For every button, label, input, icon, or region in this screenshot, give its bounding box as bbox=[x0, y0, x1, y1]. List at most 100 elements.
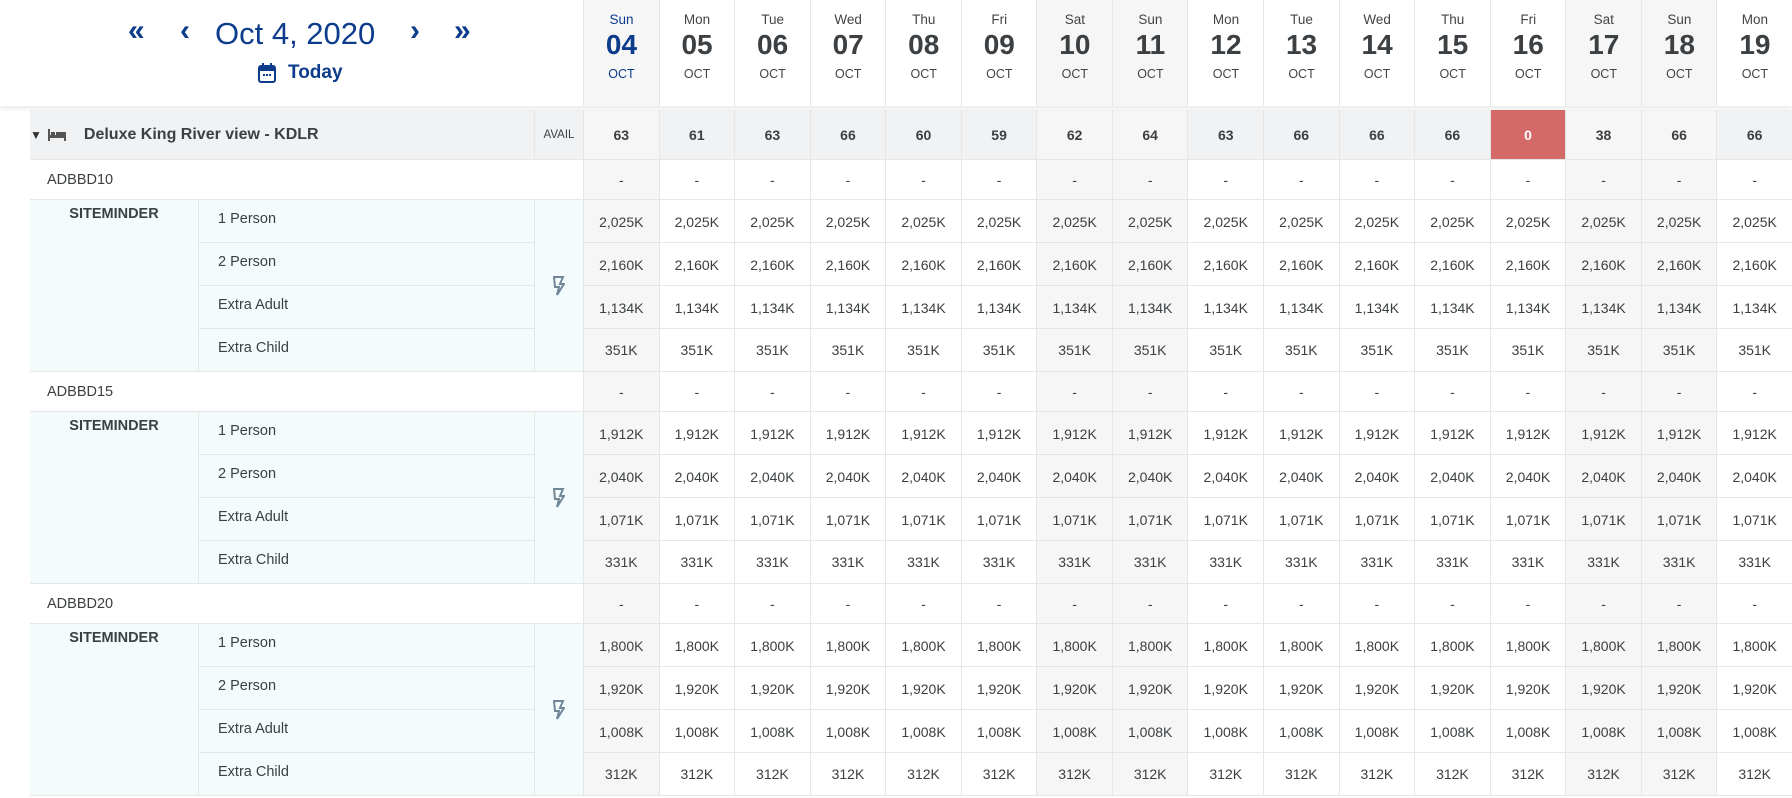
rate-plan-cell[interactable]: - bbox=[1414, 584, 1490, 623]
rate-cell[interactable]: 1,071K bbox=[734, 498, 810, 541]
rate-cell[interactable]: 1,912K bbox=[1338, 412, 1415, 455]
availability-cell[interactable]: 59 bbox=[960, 110, 1037, 159]
rate-cell[interactable]: 351K bbox=[1187, 329, 1264, 371]
rate-cell[interactable]: 312K bbox=[885, 753, 961, 795]
rate-cell[interactable]: 312K bbox=[1716, 753, 1792, 795]
rate-cell[interactable]: 351K bbox=[885, 329, 961, 371]
rate-cell[interactable]: 331K bbox=[1187, 541, 1264, 583]
rate-cell[interactable]: 1,071K bbox=[658, 498, 735, 541]
rate-plan-cell[interactable]: - bbox=[960, 584, 1037, 623]
rate-plan-cell[interactable]: - bbox=[1036, 160, 1112, 199]
availability-cell[interactable]: 63 bbox=[583, 110, 659, 159]
rate-plan-cell[interactable]: - bbox=[1489, 584, 1566, 623]
first-page-button[interactable]: « bbox=[128, 14, 145, 47]
rate-cell[interactable]: 331K bbox=[1338, 541, 1415, 583]
rate-cell[interactable]: 351K bbox=[1263, 329, 1339, 371]
date-header-13[interactable]: Tue 13 OCT bbox=[1263, 0, 1339, 106]
rate-cell[interactable]: 1,920K bbox=[1716, 667, 1792, 710]
rate-cell[interactable]: 1,920K bbox=[1338, 667, 1415, 710]
rate-cell[interactable]: 2,025K bbox=[1640, 200, 1717, 243]
rate-cell[interactable]: 2,040K bbox=[1565, 455, 1641, 498]
today-button[interactable]: Today bbox=[258, 62, 343, 84]
rate-cell[interactable]: 1,920K bbox=[658, 667, 735, 710]
date-header-17[interactable]: Sat 17 OCT bbox=[1565, 0, 1642, 106]
rate-cell[interactable]: 2,160K bbox=[1414, 243, 1490, 286]
rate-cell[interactable]: 1,912K bbox=[734, 412, 810, 455]
rate-cell[interactable]: 2,160K bbox=[1036, 243, 1112, 286]
availability-cell[interactable]: 62 bbox=[1036, 110, 1112, 159]
rate-cell[interactable]: 2,025K bbox=[960, 200, 1037, 243]
rate-cell[interactable]: 1,920K bbox=[734, 667, 810, 710]
room-type-toggle[interactable]: ▼ Deluxe King River view - KDLR bbox=[30, 110, 319, 160]
rate-cell[interactable]: 1,800K bbox=[1111, 624, 1188, 667]
rate-cell[interactable]: 2,160K bbox=[1338, 243, 1415, 286]
rate-cell[interactable]: 1,800K bbox=[1414, 624, 1490, 667]
rate-cell[interactable]: 2,040K bbox=[734, 455, 810, 498]
rate-plan-cell[interactable]: - bbox=[1716, 160, 1792, 199]
current-date[interactable]: Oct 4, 2020 bbox=[215, 16, 376, 51]
rate-cell[interactable]: 1,134K bbox=[1187, 286, 1264, 329]
rate-cell[interactable]: 1,912K bbox=[1263, 412, 1339, 455]
rate-cell[interactable]: 1,134K bbox=[658, 286, 735, 329]
rate-cell[interactable]: 312K bbox=[960, 753, 1037, 795]
rate-plan-cell[interactable]: - bbox=[1640, 372, 1717, 411]
rate-plan-cell[interactable]: - bbox=[1338, 372, 1415, 411]
rate-cell[interactable]: 1,071K bbox=[1263, 498, 1339, 541]
rate-cell[interactable]: 1,134K bbox=[1263, 286, 1339, 329]
rate-cell[interactable]: 1,008K bbox=[1111, 710, 1188, 753]
rate-cell[interactable]: 331K bbox=[734, 541, 810, 583]
rate-cell[interactable]: 331K bbox=[1489, 541, 1566, 583]
rate-cell[interactable]: 1,912K bbox=[658, 412, 735, 455]
date-header-08[interactable]: Thu 08 OCT bbox=[885, 0, 961, 106]
rate-cell[interactable]: 1,800K bbox=[1489, 624, 1566, 667]
rate-cell[interactable]: 2,040K bbox=[1338, 455, 1415, 498]
rate-plan-cell[interactable]: - bbox=[809, 160, 886, 199]
availability-cell[interactable]: 63 bbox=[1187, 110, 1263, 159]
rate-cell[interactable]: 1,912K bbox=[1565, 412, 1641, 455]
rate-plan-cell[interactable]: - bbox=[1111, 160, 1188, 199]
rate-cell[interactable]: 331K bbox=[885, 541, 961, 583]
rate-cell[interactable]: 2,160K bbox=[1111, 243, 1188, 286]
rate-cell[interactable]: 1,008K bbox=[809, 710, 886, 753]
rate-cell[interactable]: 1,800K bbox=[1565, 624, 1641, 667]
date-header-14[interactable]: Wed 14 OCT bbox=[1338, 0, 1415, 106]
date-header-05[interactable]: Mon 05 OCT bbox=[658, 0, 735, 106]
rate-cell[interactable]: 312K bbox=[1036, 753, 1112, 795]
rate-cell[interactable]: 1,134K bbox=[960, 286, 1037, 329]
rate-cell[interactable]: 1,800K bbox=[734, 624, 810, 667]
rate-cell[interactable]: 2,025K bbox=[658, 200, 735, 243]
rate-cell[interactable]: 2,025K bbox=[1414, 200, 1490, 243]
rate-cell[interactable]: 1,920K bbox=[1414, 667, 1490, 710]
rate-cell[interactable]: 1,920K bbox=[1489, 667, 1566, 710]
rate-cell[interactable]: 1,920K bbox=[1187, 667, 1264, 710]
rate-cell[interactable]: 351K bbox=[1111, 329, 1188, 371]
date-header-19[interactable]: Mon 19 OCT bbox=[1716, 0, 1792, 106]
rate-cell[interactable]: 1,008K bbox=[1716, 710, 1792, 753]
rate-cell[interactable]: 1,920K bbox=[1111, 667, 1188, 710]
rate-plan-cell[interactable]: - bbox=[734, 160, 810, 199]
date-header-11[interactable]: Sun 11 OCT bbox=[1111, 0, 1188, 106]
rate-cell[interactable]: 1,071K bbox=[809, 498, 886, 541]
rate-plan-cell[interactable]: - bbox=[1338, 160, 1415, 199]
rate-cell[interactable]: 1,800K bbox=[1036, 624, 1112, 667]
rate-cell[interactable]: 1,008K bbox=[1338, 710, 1415, 753]
rate-cell[interactable]: 1,912K bbox=[1187, 412, 1264, 455]
rate-cell[interactable]: 331K bbox=[1414, 541, 1490, 583]
rate-cell[interactable]: 2,025K bbox=[1338, 200, 1415, 243]
rate-cell[interactable]: 312K bbox=[1338, 753, 1415, 795]
rate-cell[interactable]: 1,008K bbox=[1036, 710, 1112, 753]
rate-cell[interactable]: 2,040K bbox=[1111, 455, 1188, 498]
rate-cell[interactable]: 331K bbox=[1716, 541, 1792, 583]
rate-cell[interactable]: 2,160K bbox=[1640, 243, 1717, 286]
rate-cell[interactable]: 351K bbox=[960, 329, 1037, 371]
rate-plan-cell[interactable]: - bbox=[809, 584, 886, 623]
rate-plan-cell[interactable]: - bbox=[1036, 584, 1112, 623]
rate-cell[interactable]: 2,040K bbox=[1036, 455, 1112, 498]
rate-plan-cell[interactable]: - bbox=[1187, 372, 1263, 411]
rate-cell[interactable]: 1,920K bbox=[1640, 667, 1717, 710]
rate-cell[interactable]: 1,134K bbox=[583, 286, 659, 329]
rate-cell[interactable]: 1,008K bbox=[1187, 710, 1264, 753]
rate-cell[interactable]: 2,160K bbox=[809, 243, 886, 286]
rate-cell[interactable]: 1,134K bbox=[1565, 286, 1641, 329]
rate-cell[interactable]: 312K bbox=[1489, 753, 1566, 795]
